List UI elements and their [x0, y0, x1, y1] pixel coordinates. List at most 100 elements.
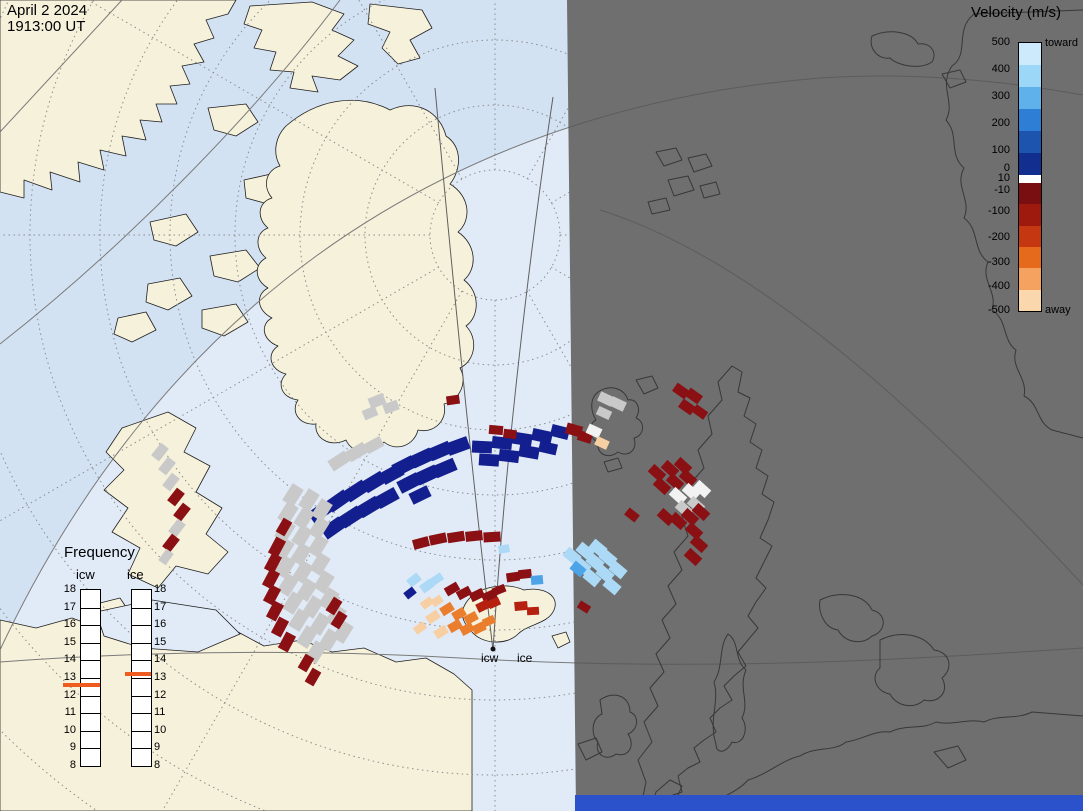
- radar-echo-cell: [263, 552, 283, 574]
- bottom-blue-strip: [575, 795, 1083, 811]
- radar-echo-cell: [419, 578, 435, 594]
- frequency-bar-tick: [81, 625, 100, 627]
- frequency-scale-number: 17: [63, 600, 76, 613]
- radar-echo-cell: [585, 552, 605, 572]
- radar-echo-cell: [275, 517, 293, 537]
- britain-coast-night: [592, 694, 637, 758]
- frequency-scale-number: 8: [154, 759, 161, 771]
- frequency-scale-number: 10: [63, 723, 76, 736]
- radar-echo-cell: [575, 541, 595, 561]
- frequency-column-label-ice: ice: [127, 567, 144, 582]
- radar-echo-cell: [656, 507, 676, 527]
- radar-echo-cell: [293, 506, 315, 530]
- map-radar-label-ice: ice: [517, 651, 533, 665]
- radar-echo-cell: [297, 653, 315, 673]
- frequency-bar-tick: [132, 625, 151, 627]
- radar-echo-cell: [345, 441, 369, 463]
- radar-echo-cell: [483, 531, 501, 543]
- radar-echo-cell: [647, 463, 667, 483]
- velocity-bar-segment: [1019, 204, 1041, 226]
- radar-echo-cell: [282, 591, 304, 615]
- radar-echo-cell: [432, 457, 458, 479]
- radar-echo-cell: [691, 404, 709, 420]
- night-coastlines: [577, 9, 1083, 811]
- radar-echo-cell: [680, 507, 700, 527]
- radar-echo-cell: [173, 502, 191, 522]
- map-radar-label-icw: icw: [481, 651, 499, 665]
- franz-josef-2: [687, 153, 713, 173]
- radar-echo-cell: [459, 621, 475, 637]
- radar-echo-cell: [668, 486, 688, 506]
- arctic-island-1: [367, 3, 433, 65]
- radar-echo-cell: [409, 447, 435, 469]
- radar-echo-cell: [391, 455, 417, 477]
- frequency-scale-number: 18: [63, 583, 76, 595]
- radar-echo-cell: [673, 456, 693, 476]
- radar-echo-cell: [330, 610, 348, 630]
- radar-echo-cell: [291, 524, 313, 548]
- radar-echo-cell: [576, 600, 592, 614]
- radar-echo-cell: [481, 614, 497, 628]
- radar-echo-cell: [382, 399, 400, 415]
- radar-echo-cell: [288, 608, 310, 632]
- lake-ladoga: [933, 745, 967, 769]
- radar-echo-cell: [282, 483, 304, 507]
- radar-echo-cell: [425, 609, 441, 625]
- arctic-island-2: [207, 103, 259, 137]
- novaya-zemlya-coast: [870, 31, 935, 67]
- radar-echo-cell: [530, 428, 554, 444]
- radar-echo-cell: [692, 479, 712, 499]
- radar-echo-cell: [684, 521, 704, 541]
- radar-echo-cell: [471, 621, 487, 635]
- velocity-bar-segment: [1019, 175, 1041, 183]
- baltic-coast: [712, 633, 747, 752]
- radar-echo-cell: [608, 560, 628, 580]
- radar-echo-cell: [491, 583, 507, 597]
- radar-echo-cell: [168, 518, 186, 538]
- radar-echo-cell: [262, 584, 282, 606]
- frequency-scale-number: 12: [63, 688, 76, 701]
- radar-echo-cell: [677, 398, 697, 416]
- radar-echo-cell: [684, 387, 704, 405]
- radar-echo-cell: [549, 424, 571, 440]
- frequency-scale-number: 17: [154, 600, 167, 613]
- radar-echo-cell: [158, 456, 176, 476]
- radar-echo-cell: [569, 560, 587, 578]
- arctic-island-7: [113, 311, 157, 343]
- away-label: away: [1045, 304, 1071, 316]
- velocity-legend-title: Velocity (m/s): [971, 4, 1062, 21]
- radar-echo-cell: [595, 405, 613, 421]
- radar-echo-cell: [445, 394, 461, 406]
- radar-echo-cell: [356, 495, 382, 519]
- radar-echo-cell: [582, 568, 602, 588]
- radar-echo-cell: [478, 453, 500, 467]
- frequency-bar-icw: [63, 589, 101, 767]
- velocity-bar-segment: [1019, 131, 1041, 153]
- frequency-scale-right: 18 17 16 15 14 13 12 11 10 9 8: [154, 0, 180, 811]
- frequency-scale-number: 10: [154, 723, 167, 736]
- velocity-bar-segment: [1019, 153, 1041, 175]
- radar-echo-cell: [296, 578, 318, 602]
- frequency-scale-number: 15: [154, 635, 167, 648]
- radar-echo-cell: [302, 595, 324, 619]
- arctic-island-6: [201, 303, 249, 337]
- radar-echo-cell: [585, 423, 603, 439]
- radar-echo-cell: [475, 599, 491, 613]
- radar-echo-cells: [151, 382, 712, 687]
- radar-echo-cell: [304, 667, 322, 687]
- radar-echo-cell: [564, 422, 584, 438]
- radar-echo-cell: [419, 596, 435, 610]
- velocity-bar-segment: [1019, 225, 1041, 247]
- velocity-bar-segment: [1019, 65, 1041, 87]
- radar-echo-cell: [325, 596, 343, 616]
- radar-echo-cell: [313, 570, 335, 594]
- frequency-bar-tick: [81, 695, 100, 697]
- velocity-bar-segment: [1019, 246, 1041, 269]
- radar-echo-cell: [374, 486, 400, 510]
- franz-josef-5: [647, 197, 671, 215]
- radar-echo-cell: [361, 405, 379, 421]
- radar-echo-cell: [428, 532, 448, 546]
- frequency-bar-tick: [132, 642, 151, 644]
- radar-echo-cell: [261, 568, 281, 590]
- radar-echo-cell: [678, 468, 698, 488]
